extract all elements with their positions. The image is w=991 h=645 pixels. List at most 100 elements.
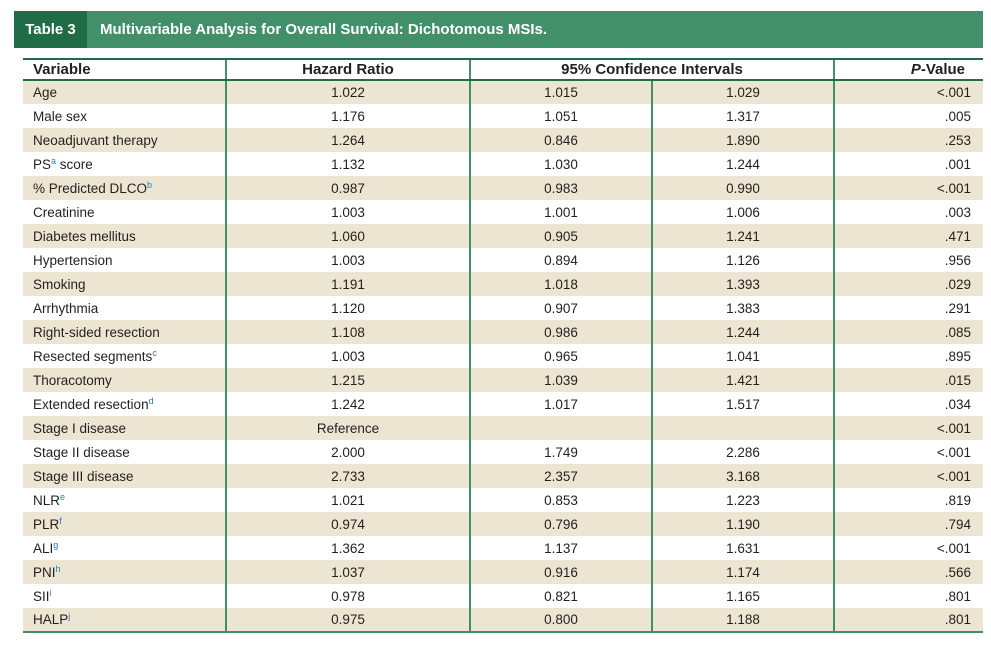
cell-ci-lower: 2.357: [469, 464, 652, 488]
cell-p-value: <.001: [833, 416, 984, 440]
cell-hazard-ratio: 1.191: [225, 272, 470, 296]
cell-variable: Male sex: [23, 104, 226, 128]
cell-hazard-ratio: 1.037: [225, 560, 470, 584]
table-row: Male sex 1.176 1.051 1.317.005: [23, 104, 984, 128]
cell-hazard-ratio: 2.000: [225, 440, 470, 464]
variable-name: Stage III disease: [33, 468, 134, 484]
variable-name: Stage II disease: [33, 444, 130, 460]
table-row: Stage I disease Reference <.001: [23, 416, 984, 440]
cell-hazard-ratio: Reference: [225, 416, 470, 440]
cell-ci-lower: 0.965: [469, 344, 652, 368]
cell-ci-upper: 1.317: [650, 104, 835, 128]
cell-hazard-ratio: 1.242: [225, 392, 470, 416]
cell-variable: Stage I disease: [23, 416, 226, 440]
cell-ci-lower: 0.916: [469, 560, 652, 584]
cell-ci-lower: 1.015: [469, 80, 652, 104]
table-row: Extended resectiond 1.242 1.017 1.517.034: [23, 392, 984, 416]
cell-ci-upper: 1.223: [650, 488, 835, 512]
cell-p-value: .253: [833, 128, 984, 152]
table-row: Hypertension 1.003 0.894 1.126.956: [23, 248, 984, 272]
cell-ci-upper: 1.188: [650, 608, 835, 633]
cell-ci-lower: 0.821: [469, 584, 652, 608]
table-title-bar: Table 3 Multivariable Analysis for Overa…: [14, 11, 983, 48]
cell-ci-upper: 1.174: [650, 560, 835, 584]
cell-p-value: .794: [833, 512, 984, 536]
cell-variable: Stage III disease: [23, 464, 226, 488]
table-row: PNIh 1.037 0.916 1.174.566: [23, 560, 984, 584]
cell-ci-lower: 0.905: [469, 224, 652, 248]
table-row: Smoking 1.191 1.018 1.393.029: [23, 272, 984, 296]
variable-name: Arrhythmia: [33, 300, 99, 316]
cell-variable: Arrhythmia: [23, 296, 226, 320]
cell-p-value: .029: [833, 272, 984, 296]
footnote-marker: b: [147, 179, 153, 190]
survival-table: Variable Hazard Ratio 95% Confidence Int…: [23, 58, 984, 633]
cell-hazard-ratio: 1.132: [225, 152, 470, 176]
cell-p-value: .085: [833, 320, 984, 344]
variable-name: % Predicted DLCO: [33, 180, 148, 196]
cell-p-value: .003: [833, 200, 984, 224]
cell-hazard-ratio: 1.021: [225, 488, 470, 512]
p-suffix: -Value: [920, 61, 966, 78]
cell-hazard-ratio: 1.264: [225, 128, 470, 152]
cell-ci-lower: 0.986: [469, 320, 652, 344]
cell-ci-upper: 1.029: [650, 80, 835, 104]
table-row: Arrhythmia 1.120 0.907 1.383.291: [23, 296, 984, 320]
cell-p-value: <.001: [833, 464, 984, 488]
table-row: Age 1.022 1.015 1.029 <.001: [23, 80, 984, 104]
table-row: Diabetes mellitus 1.060 0.905 1.241.471: [23, 224, 984, 248]
cell-p-value: <.001: [833, 536, 984, 560]
cell-variable: Smoking: [23, 272, 226, 296]
cell-p-value: .001: [833, 152, 984, 176]
variable-name: Creatinine: [33, 204, 95, 220]
table-row: SIIi 0.978 0.821 1.165.801: [23, 584, 984, 608]
cell-variable: PNIh: [23, 560, 226, 584]
variable-name: HALP: [33, 612, 69, 627]
cell-ci-lower: 1.001: [469, 200, 652, 224]
cell-variable: Diabetes mellitus: [23, 224, 226, 248]
cell-ci-upper: [650, 416, 835, 440]
cell-variable: Extended resectiond: [23, 392, 226, 416]
cell-hazard-ratio: 0.978: [225, 584, 470, 608]
variable-name: Smoking: [33, 276, 86, 292]
cell-p-value: <.001: [833, 440, 984, 464]
cell-p-value: <.001: [833, 80, 984, 104]
cell-p-value: .895: [833, 344, 984, 368]
footnote-marker: e: [60, 491, 66, 502]
cell-hazard-ratio: 0.987: [225, 176, 470, 200]
variable-name: PNI: [33, 564, 56, 580]
variable-name: Neoadjuvant therapy: [33, 132, 158, 148]
cell-variable: Right-sided resection: [23, 320, 226, 344]
column-header-variable: Variable: [23, 58, 226, 81]
cell-ci-upper: 1.126: [650, 248, 835, 272]
cell-ci-lower: 1.018: [469, 272, 652, 296]
cell-variable: % Predicted DLCOb: [23, 176, 226, 200]
cell-hazard-ratio: 1.060: [225, 224, 470, 248]
table-row: Creatinine 1.003 1.001 1.006.003: [23, 200, 984, 224]
variable-name: Male sex: [33, 108, 88, 124]
cell-variable: Thoracotomy: [23, 368, 226, 392]
footnote-marker: g: [53, 539, 59, 550]
cell-variable: HALPj: [23, 608, 226, 633]
variable-name: Resected segments: [33, 348, 153, 364]
variable-name: Right-sided resection: [33, 324, 160, 340]
variable-name: Extended resection: [33, 396, 149, 412]
cell-p-value: .034: [833, 392, 984, 416]
cell-variable: ALIg: [23, 536, 226, 560]
table-number-label: Table 3: [14, 11, 87, 48]
cell-p-value: .819: [833, 488, 984, 512]
footnote-marker: j: [68, 611, 71, 621]
cell-hazard-ratio: 1.120: [225, 296, 470, 320]
cell-hazard-ratio: 1.108: [225, 320, 470, 344]
cell-ci-upper: 1.244: [650, 320, 835, 344]
cell-variable: SIIi: [23, 584, 226, 608]
cell-p-value: .015: [833, 368, 984, 392]
cell-ci-lower: 1.137: [469, 536, 652, 560]
variable-name: NLR: [33, 492, 61, 508]
cell-ci-upper: 1.383: [650, 296, 835, 320]
cell-ci-upper: 1.190: [650, 512, 835, 536]
cell-ci-lower: [469, 416, 652, 440]
cell-ci-lower: 0.800: [469, 608, 652, 633]
cell-variable: NLRe: [23, 488, 226, 512]
cell-hazard-ratio: 0.975: [225, 608, 470, 633]
